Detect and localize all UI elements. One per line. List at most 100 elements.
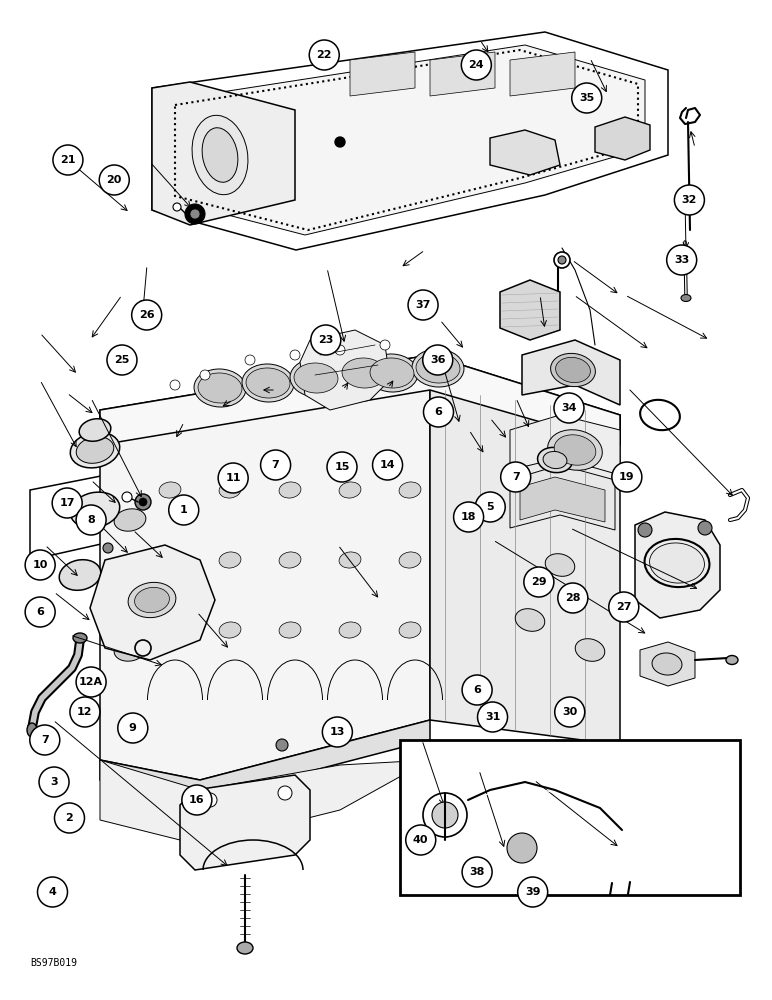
Circle shape [132,300,161,330]
Text: 38: 38 [469,867,485,877]
Circle shape [290,350,300,360]
Polygon shape [100,760,430,845]
Ellipse shape [575,639,604,661]
Ellipse shape [279,482,301,498]
Circle shape [53,145,83,175]
Polygon shape [170,45,645,235]
Ellipse shape [290,359,342,397]
Circle shape [261,450,290,480]
Text: 40: 40 [413,835,428,845]
Text: 11: 11 [225,473,241,483]
Text: 32: 32 [682,195,697,205]
Text: 6: 6 [36,607,44,617]
Ellipse shape [399,622,421,638]
Text: 19: 19 [619,472,635,482]
Circle shape [39,767,69,797]
Text: 14: 14 [380,460,395,470]
Circle shape [103,543,113,553]
Text: 16: 16 [189,795,205,805]
Polygon shape [350,52,415,96]
Ellipse shape [159,482,181,498]
Circle shape [107,345,137,375]
Circle shape [118,713,147,743]
Circle shape [518,877,547,907]
Polygon shape [152,82,295,225]
Text: 21: 21 [60,155,76,165]
Circle shape [612,462,642,492]
Ellipse shape [339,622,361,638]
Ellipse shape [294,363,338,393]
Text: 2: 2 [66,813,73,823]
Ellipse shape [515,609,545,631]
Circle shape [424,397,453,427]
Ellipse shape [70,432,120,468]
Ellipse shape [366,354,418,392]
Text: 10: 10 [32,560,48,570]
Polygon shape [100,720,430,800]
Ellipse shape [80,419,111,441]
Polygon shape [100,385,430,780]
Text: 24: 24 [469,60,484,70]
Ellipse shape [73,633,87,643]
Circle shape [218,463,248,493]
Polygon shape [100,355,620,445]
Circle shape [423,793,467,837]
Circle shape [501,462,530,492]
Text: 6: 6 [435,407,442,417]
Text: 37: 37 [415,300,431,310]
Circle shape [454,502,483,532]
Text: 5: 5 [486,502,494,512]
Polygon shape [520,477,605,522]
FancyBboxPatch shape [400,740,740,895]
Ellipse shape [416,353,460,383]
Text: 34: 34 [561,403,577,413]
Circle shape [55,803,84,833]
Circle shape [310,40,339,70]
Ellipse shape [279,552,301,568]
Ellipse shape [76,437,113,463]
Circle shape [52,488,82,518]
Circle shape [609,592,638,622]
Ellipse shape [219,622,241,638]
Text: 39: 39 [525,887,540,897]
Ellipse shape [159,622,181,638]
Circle shape [408,290,438,320]
Circle shape [203,793,217,807]
Ellipse shape [202,128,238,182]
Circle shape [476,492,505,522]
Circle shape [185,204,205,224]
Text: 30: 30 [562,707,577,717]
Circle shape [173,203,181,211]
Circle shape [507,833,537,863]
Ellipse shape [649,543,705,583]
Text: 7: 7 [272,460,279,470]
Ellipse shape [547,430,602,470]
Text: 35: 35 [579,93,594,103]
Ellipse shape [27,723,37,737]
Text: 20: 20 [107,175,122,185]
Ellipse shape [114,579,146,601]
Text: 27: 27 [616,602,631,612]
Polygon shape [90,545,215,660]
Circle shape [373,450,402,480]
Circle shape [558,583,587,613]
Circle shape [478,702,507,732]
Circle shape [30,725,59,755]
Text: 7: 7 [41,735,49,745]
Text: 33: 33 [674,255,689,265]
Circle shape [462,50,491,80]
Text: 36: 36 [430,355,445,365]
Circle shape [122,492,132,502]
Circle shape [675,185,704,215]
Polygon shape [522,340,620,405]
Circle shape [182,785,212,815]
Circle shape [698,521,712,535]
Circle shape [638,523,652,537]
Ellipse shape [219,482,241,498]
Circle shape [169,495,198,525]
Ellipse shape [543,451,567,469]
Circle shape [554,393,584,423]
Ellipse shape [339,482,361,498]
Circle shape [323,717,352,747]
Ellipse shape [556,357,591,383]
